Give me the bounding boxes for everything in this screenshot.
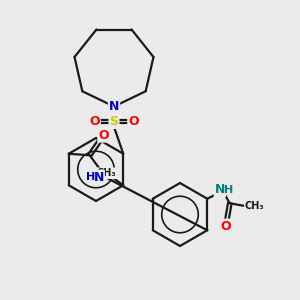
Text: O: O <box>98 129 109 142</box>
Text: N: N <box>109 100 119 113</box>
Text: O: O <box>220 220 231 232</box>
Text: H: H <box>224 185 233 195</box>
Text: O: O <box>128 115 139 128</box>
Text: O: O <box>89 115 100 128</box>
Text: CH₃: CH₃ <box>245 201 265 211</box>
Text: S: S <box>110 115 118 128</box>
Text: CH₃: CH₃ <box>97 168 117 178</box>
Text: H: H <box>86 172 95 182</box>
Text: N: N <box>94 171 104 184</box>
Text: N: N <box>215 183 225 196</box>
